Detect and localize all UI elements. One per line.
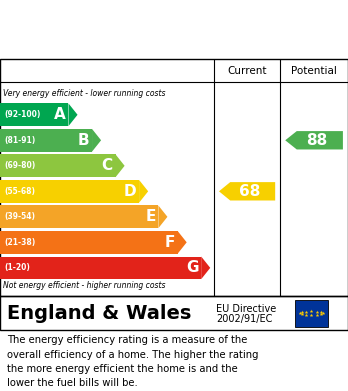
Text: Not energy efficient - higher running costs: Not energy efficient - higher running co… [3,281,166,290]
Text: 88: 88 [306,133,327,148]
Text: F: F [165,235,175,250]
Polygon shape [177,231,187,254]
Text: G: G [186,260,198,275]
Text: Current: Current [227,66,267,76]
Text: C: C [102,158,113,173]
Text: Energy Efficiency Rating: Energy Efficiency Rating [50,21,298,39]
Polygon shape [158,206,167,228]
Bar [0,129,92,152]
Polygon shape [219,182,275,201]
Text: E: E [145,209,156,224]
Text: Potential: Potential [291,66,337,76]
Polygon shape [116,154,125,177]
Bar [0,256,201,279]
Text: (21-38): (21-38) [4,238,35,247]
Bar [0,180,139,203]
Polygon shape [285,131,343,149]
Text: (39-54): (39-54) [4,212,35,221]
Text: Very energy efficient - lower running costs: Very energy efficient - lower running co… [3,89,166,98]
Text: The energy efficiency rating is a measure of the
overall efficiency of a home. T: The energy efficiency rating is a measur… [7,335,259,388]
Polygon shape [139,180,148,203]
Text: (81-91): (81-91) [4,136,35,145]
Text: England & Wales: England & Wales [7,304,191,323]
Text: (55-68): (55-68) [4,187,35,196]
Text: 68: 68 [239,184,261,199]
Text: EU Directive: EU Directive [216,304,276,314]
Bar [0,206,158,228]
FancyBboxPatch shape [295,300,328,326]
Text: (92-100): (92-100) [4,110,41,119]
Text: B: B [78,133,89,148]
Polygon shape [69,104,78,126]
Bar [0,104,69,126]
Text: A: A [54,107,66,122]
Text: (1-20): (1-20) [4,264,30,273]
Text: D: D [124,184,136,199]
Bar [0,231,177,254]
Text: 2002/91/EC: 2002/91/EC [216,314,272,325]
Text: (69-80): (69-80) [4,161,35,170]
Polygon shape [201,256,210,279]
Bar [0,154,116,177]
Polygon shape [92,129,101,152]
